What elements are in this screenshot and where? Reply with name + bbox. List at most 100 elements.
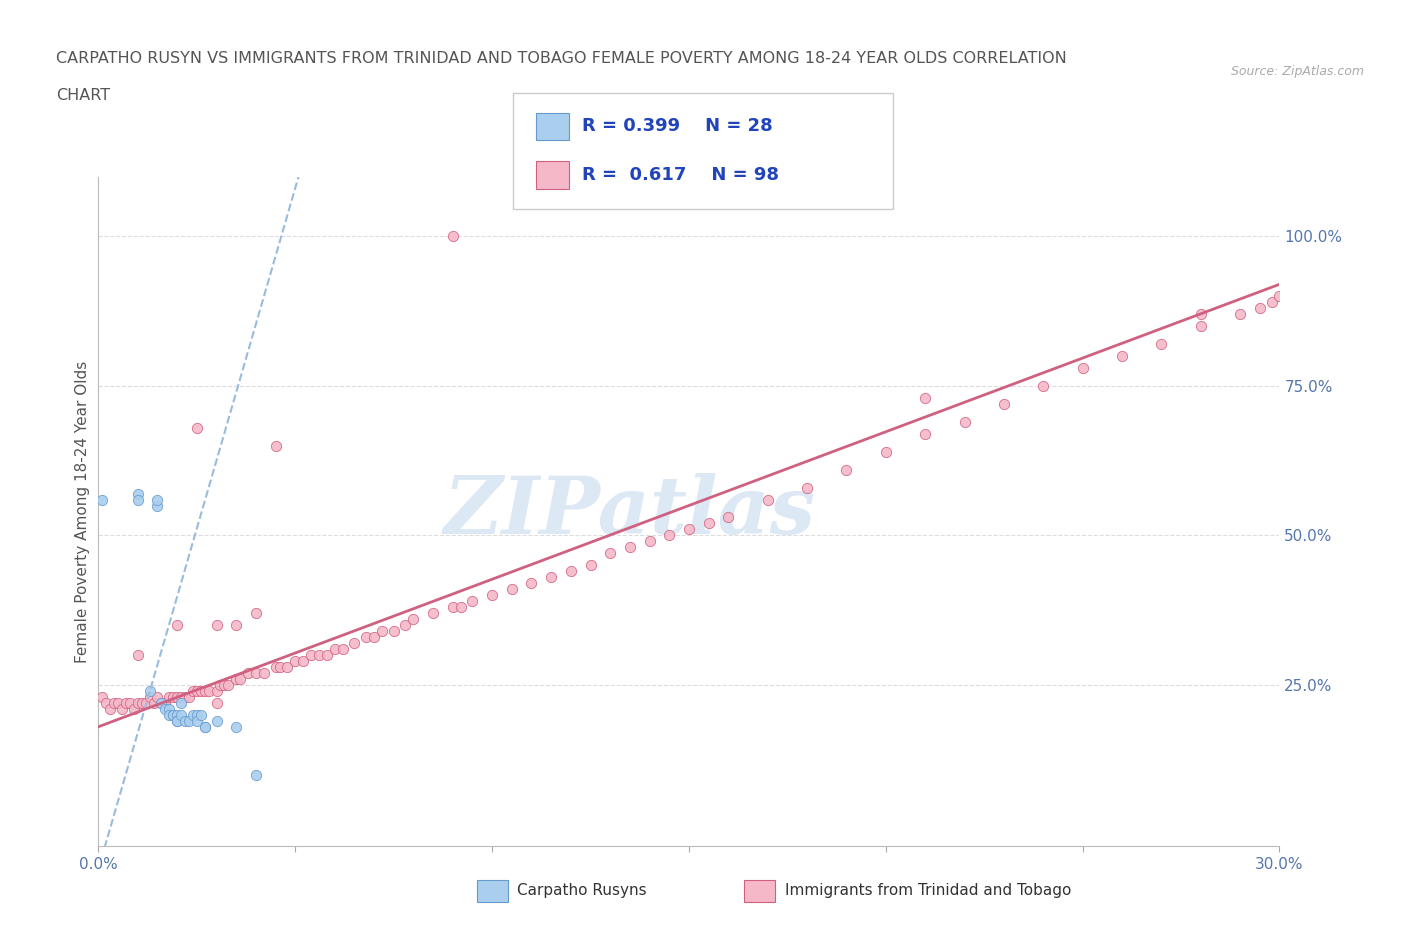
Point: [174, 689, 197, 704]
Point: [186, 684, 208, 698]
Point: [166, 713, 188, 728]
Point: [1189, 307, 1212, 322]
Y-axis label: Female Poverty Among 18-24 Year Olds: Female Poverty Among 18-24 Year Olds: [75, 361, 90, 663]
Point: [394, 618, 416, 632]
Point: [253, 666, 276, 681]
Point: [217, 677, 239, 692]
Point: [1111, 349, 1133, 364]
Point: [166, 713, 188, 728]
Point: [796, 480, 818, 495]
Point: [170, 696, 193, 711]
Point: [658, 528, 681, 543]
Point: [697, 516, 720, 531]
Point: [166, 618, 188, 632]
Point: [111, 701, 134, 716]
Point: [371, 624, 394, 639]
Text: R =  0.617    N = 98: R = 0.617 N = 98: [582, 166, 779, 184]
Point: [619, 540, 641, 555]
Point: [174, 713, 197, 728]
Point: [214, 677, 236, 692]
Point: [245, 666, 267, 681]
Point: [461, 593, 484, 608]
Point: [157, 689, 180, 704]
Point: [245, 767, 267, 782]
Point: [205, 696, 228, 711]
Point: [323, 642, 346, 657]
Point: [1260, 295, 1282, 310]
Point: [127, 696, 149, 711]
Point: [118, 696, 141, 711]
Point: [481, 588, 503, 603]
Point: [146, 498, 169, 513]
Point: [194, 719, 217, 734]
Point: [162, 708, 184, 723]
Point: [103, 696, 125, 711]
Point: [914, 391, 936, 405]
Point: [292, 654, 315, 669]
Point: [194, 719, 217, 734]
Point: [181, 684, 204, 698]
Point: [177, 713, 200, 728]
Point: [225, 671, 247, 686]
Point: [162, 689, 184, 704]
Point: [138, 684, 160, 698]
Point: [1032, 379, 1054, 393]
Point: [264, 659, 287, 674]
Point: [170, 708, 193, 723]
Point: [422, 605, 444, 620]
Point: [166, 689, 188, 704]
Point: [276, 659, 298, 674]
Point: [127, 486, 149, 501]
Point: [142, 696, 165, 711]
Point: [162, 708, 184, 723]
Point: [197, 684, 219, 698]
Point: [269, 659, 291, 674]
Point: [96, 696, 118, 711]
Point: [363, 630, 385, 644]
Point: [205, 684, 228, 698]
Point: [678, 522, 700, 537]
Point: [264, 438, 287, 453]
Point: [150, 696, 173, 711]
Point: [205, 618, 228, 632]
Text: Carpatho Rusyns: Carpatho Rusyns: [517, 884, 647, 898]
Point: [299, 647, 322, 662]
Point: [875, 445, 897, 459]
Point: [127, 492, 149, 507]
Point: [122, 701, 145, 716]
Text: Source: ZipAtlas.com: Source: ZipAtlas.com: [1230, 65, 1364, 78]
Point: [599, 546, 621, 561]
Text: ZIPatlas: ZIPatlas: [444, 472, 815, 551]
Text: R = 0.399    N = 28: R = 0.399 N = 28: [582, 117, 773, 136]
Point: [284, 654, 307, 669]
Point: [157, 708, 180, 723]
Point: [540, 570, 562, 585]
Point: [107, 696, 129, 711]
Point: [135, 696, 157, 711]
Point: [993, 396, 1015, 411]
Point: [1071, 361, 1094, 376]
Point: [115, 696, 138, 711]
Point: [157, 701, 180, 716]
Point: [155, 696, 177, 711]
Point: [332, 642, 354, 657]
Point: [138, 689, 160, 704]
Point: [245, 605, 267, 620]
Point: [717, 510, 740, 525]
Point: [190, 684, 212, 698]
Point: [209, 677, 232, 692]
Point: [225, 719, 247, 734]
Point: [181, 708, 204, 723]
Point: [1229, 307, 1251, 322]
Point: [155, 701, 177, 716]
Point: [150, 696, 173, 711]
Point: [170, 689, 193, 704]
Point: [914, 426, 936, 441]
Point: [1150, 337, 1173, 352]
Point: [205, 713, 228, 728]
Point: [343, 635, 366, 650]
Point: [501, 582, 523, 597]
Point: [194, 684, 217, 698]
Point: [402, 612, 425, 627]
Point: [579, 558, 602, 573]
